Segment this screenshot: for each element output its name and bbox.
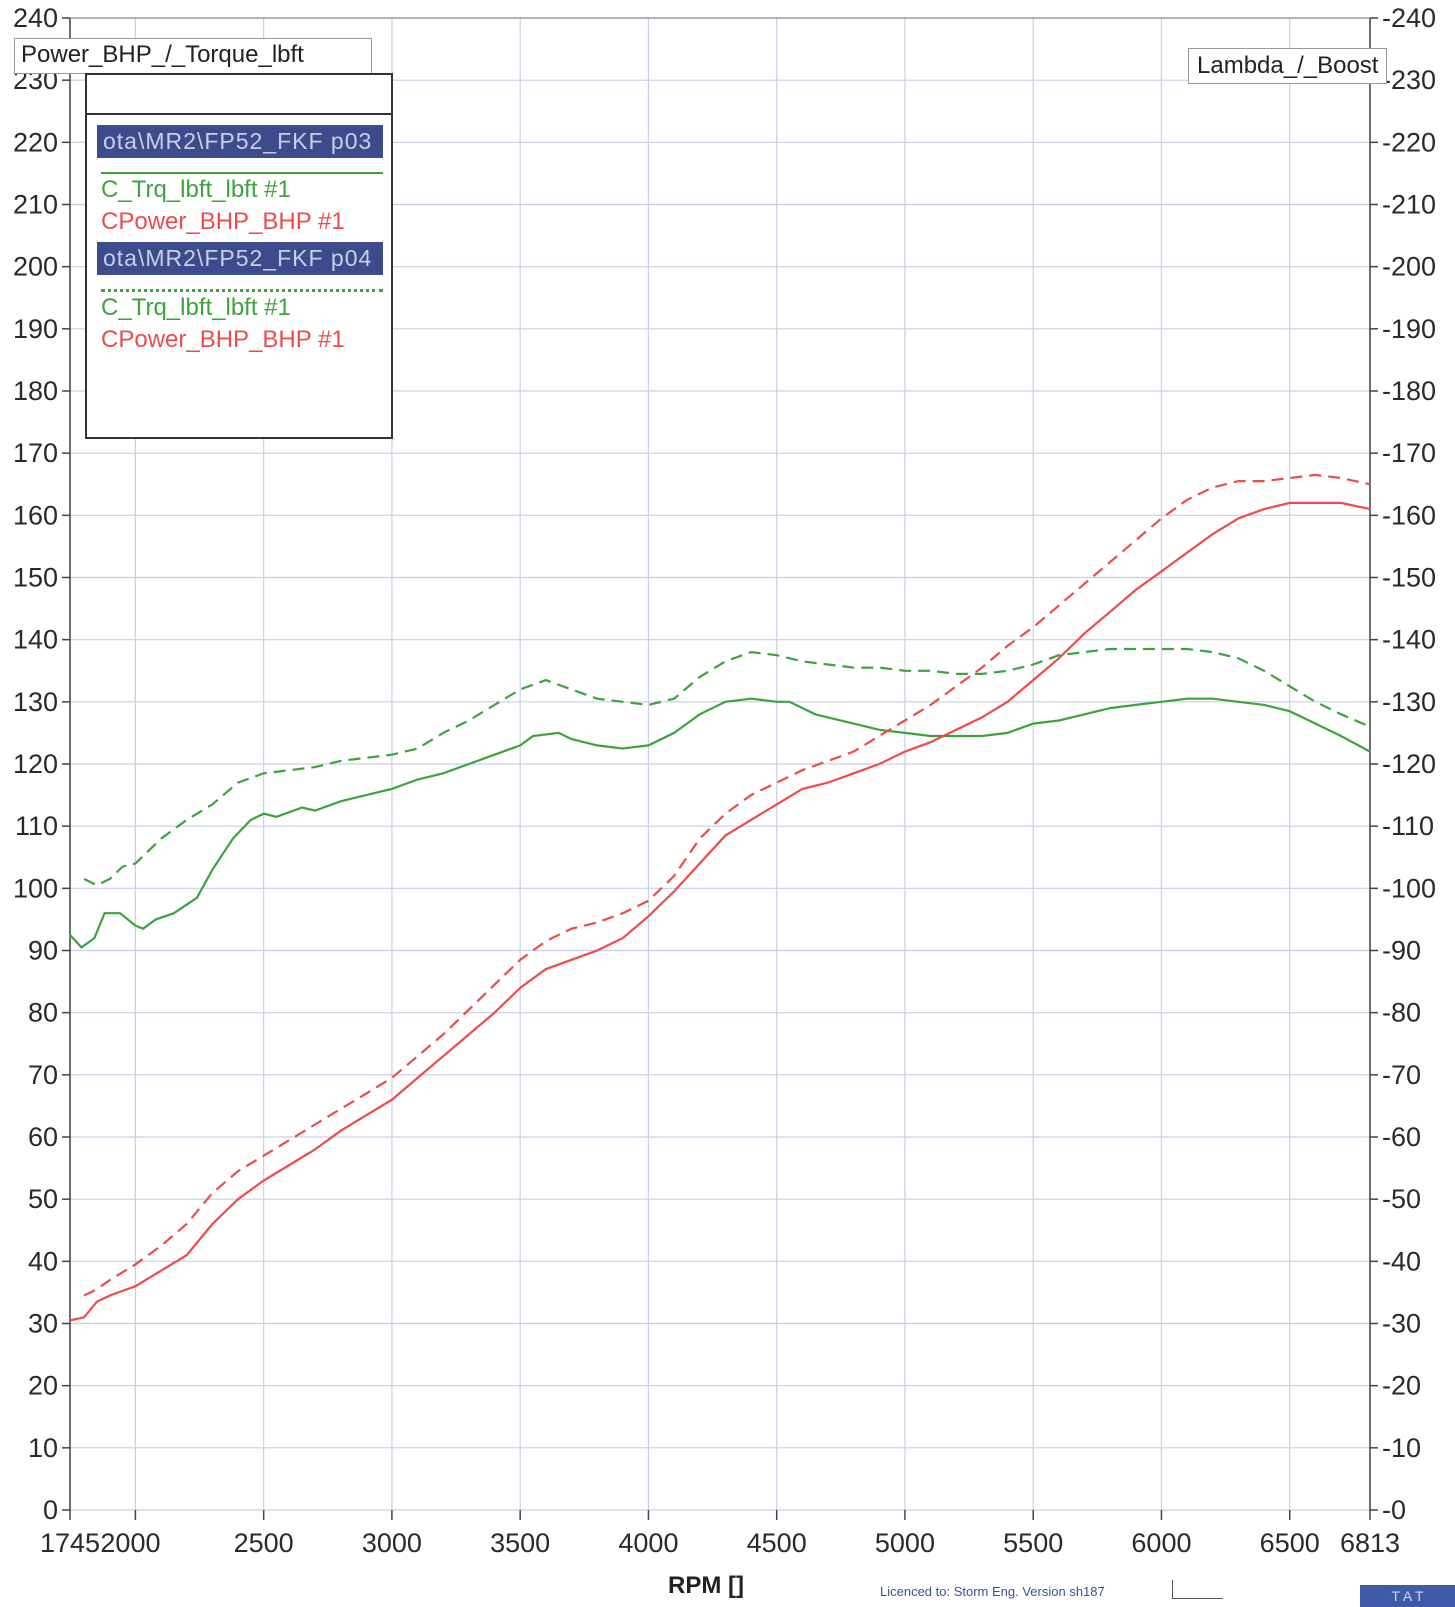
legend-header bbox=[87, 75, 391, 115]
y-tick-label: 10 bbox=[28, 1433, 58, 1463]
x-tick-label: 4000 bbox=[618, 1528, 678, 1558]
licence-text: Licenced to: Storm Eng. Version sh187 bbox=[880, 1584, 1105, 1599]
x-tick-label: 3000 bbox=[362, 1528, 422, 1558]
legend-file-p04[interactable]: ota\MR2\FP52_FKF p04 bbox=[97, 242, 383, 275]
axes-layer bbox=[62, 17, 1378, 1520]
y2-tick-label: -100 bbox=[1382, 873, 1436, 903]
series-layer bbox=[69, 473, 1371, 1322]
right-axis-title: Lambda_/_Boost bbox=[1188, 48, 1388, 84]
y2-tick-label: -10 bbox=[1382, 1433, 1421, 1463]
y-tick-label: 30 bbox=[28, 1309, 58, 1339]
y2-tick-label: -120 bbox=[1382, 749, 1436, 779]
legend-box: ota\MR2\FP52_FKF p03 C_Trq_lbft_lbft #1 … bbox=[85, 73, 393, 439]
y-tick-label: 220 bbox=[13, 127, 58, 157]
legend-entry-power-p04[interactable]: CPower_BHP_BHP #1 bbox=[101, 326, 345, 353]
x-tick-label: 6500 bbox=[1260, 1528, 1320, 1558]
y2-tick-label: -220 bbox=[1382, 127, 1436, 157]
y-tick-label: 40 bbox=[28, 1246, 58, 1276]
y2-tick-label: -30 bbox=[1382, 1309, 1421, 1339]
series-line-0-solid bbox=[69, 697, 1371, 949]
x-axis-title: RPM [] bbox=[668, 1572, 744, 1599]
x-tick-label: 5000 bbox=[875, 1528, 935, 1558]
left-axis-title: Power_BHP_/_Torque_lbft bbox=[14, 38, 372, 74]
y-tick-label: 90 bbox=[28, 936, 58, 966]
corner-button[interactable]: T A T bbox=[1360, 1585, 1455, 1607]
y2-tick-label: -190 bbox=[1382, 314, 1436, 344]
y2-tick-label: -210 bbox=[1382, 190, 1436, 220]
y-tick-label: 100 bbox=[13, 873, 58, 903]
y2-tick-label: -180 bbox=[1382, 376, 1436, 406]
series-line-2-dashed bbox=[83, 647, 1371, 887]
y-tick-label: 130 bbox=[13, 687, 58, 717]
x-tick-label: 6000 bbox=[1131, 1528, 1191, 1558]
y-tick-label: 180 bbox=[13, 376, 58, 406]
y2-tick-label: -230 bbox=[1382, 65, 1436, 95]
y-tick-label: 240 bbox=[13, 3, 58, 33]
y-tick-label: 170 bbox=[13, 438, 58, 468]
x-tick-label: 1745 bbox=[40, 1528, 100, 1558]
y2-tick-label: -130 bbox=[1382, 687, 1436, 717]
y2-tick-label: -160 bbox=[1382, 500, 1436, 530]
labels-layer: 0 -0 10 -10 20 -20 30 -30 40 -40 50 -50 60 -60 70 -70 80… bbox=[13, 3, 1436, 1558]
y-tick-label: 140 bbox=[13, 625, 58, 655]
y-tick-label: 50 bbox=[28, 1184, 58, 1214]
y-tick-label: 60 bbox=[28, 1122, 58, 1152]
x-tick-label: 2500 bbox=[234, 1528, 294, 1558]
y-tick-label: 160 bbox=[13, 500, 58, 530]
x-tick-label: 5500 bbox=[1003, 1528, 1063, 1558]
y2-tick-label: -50 bbox=[1382, 1184, 1421, 1214]
y2-tick-label: -60 bbox=[1382, 1122, 1421, 1152]
y2-tick-label: -170 bbox=[1382, 438, 1436, 468]
x-tick-label: 2000 bbox=[100, 1528, 160, 1558]
legend-file-p03[interactable]: ota\MR2\FP52_FKF p03 bbox=[97, 125, 383, 158]
y2-tick-label: -90 bbox=[1382, 936, 1421, 966]
y2-tick-label: -0 bbox=[1382, 1495, 1406, 1525]
x-tick-label: 3500 bbox=[490, 1528, 550, 1558]
y2-tick-label: -240 bbox=[1382, 3, 1436, 33]
legend-solid-line-sample bbox=[101, 172, 383, 174]
y2-tick-label: -80 bbox=[1382, 998, 1421, 1028]
y-tick-label: 110 bbox=[15, 811, 58, 841]
y2-tick-label: -140 bbox=[1382, 625, 1436, 655]
legend-entry-torque-p03[interactable]: C_Trq_lbft_lbft #1 bbox=[101, 176, 291, 203]
y-tick-label: 70 bbox=[28, 1060, 58, 1090]
y2-tick-label: -110 bbox=[1382, 811, 1434, 841]
y-tick-label: 120 bbox=[13, 749, 58, 779]
y2-tick-label: -200 bbox=[1382, 252, 1436, 282]
legend-entry-power-p03[interactable]: CPower_BHP_BHP #1 bbox=[101, 208, 345, 235]
series-line-1-solid bbox=[69, 501, 1371, 1322]
y-tick-label: 20 bbox=[28, 1371, 58, 1401]
y-tick-label: 210 bbox=[13, 190, 58, 220]
y-tick-label: 80 bbox=[28, 998, 58, 1028]
y-tick-label: 200 bbox=[13, 252, 58, 282]
x-tick-label: 4500 bbox=[747, 1528, 807, 1558]
y2-tick-label: -70 bbox=[1382, 1060, 1421, 1090]
legend-dotted-line-sample bbox=[101, 289, 383, 292]
status-box bbox=[1172, 1580, 1223, 1599]
y-tick-label: 190 bbox=[13, 314, 58, 344]
y-tick-label: 0 bbox=[43, 1495, 58, 1525]
y2-tick-label: -150 bbox=[1382, 563, 1436, 593]
x-tick-label: 6813 bbox=[1340, 1528, 1400, 1558]
legend-entry-torque-p04[interactable]: C_Trq_lbft_lbft #1 bbox=[101, 294, 291, 321]
y2-tick-label: -20 bbox=[1382, 1371, 1421, 1401]
y2-tick-label: -40 bbox=[1382, 1246, 1421, 1276]
y-tick-label: 150 bbox=[13, 563, 58, 593]
